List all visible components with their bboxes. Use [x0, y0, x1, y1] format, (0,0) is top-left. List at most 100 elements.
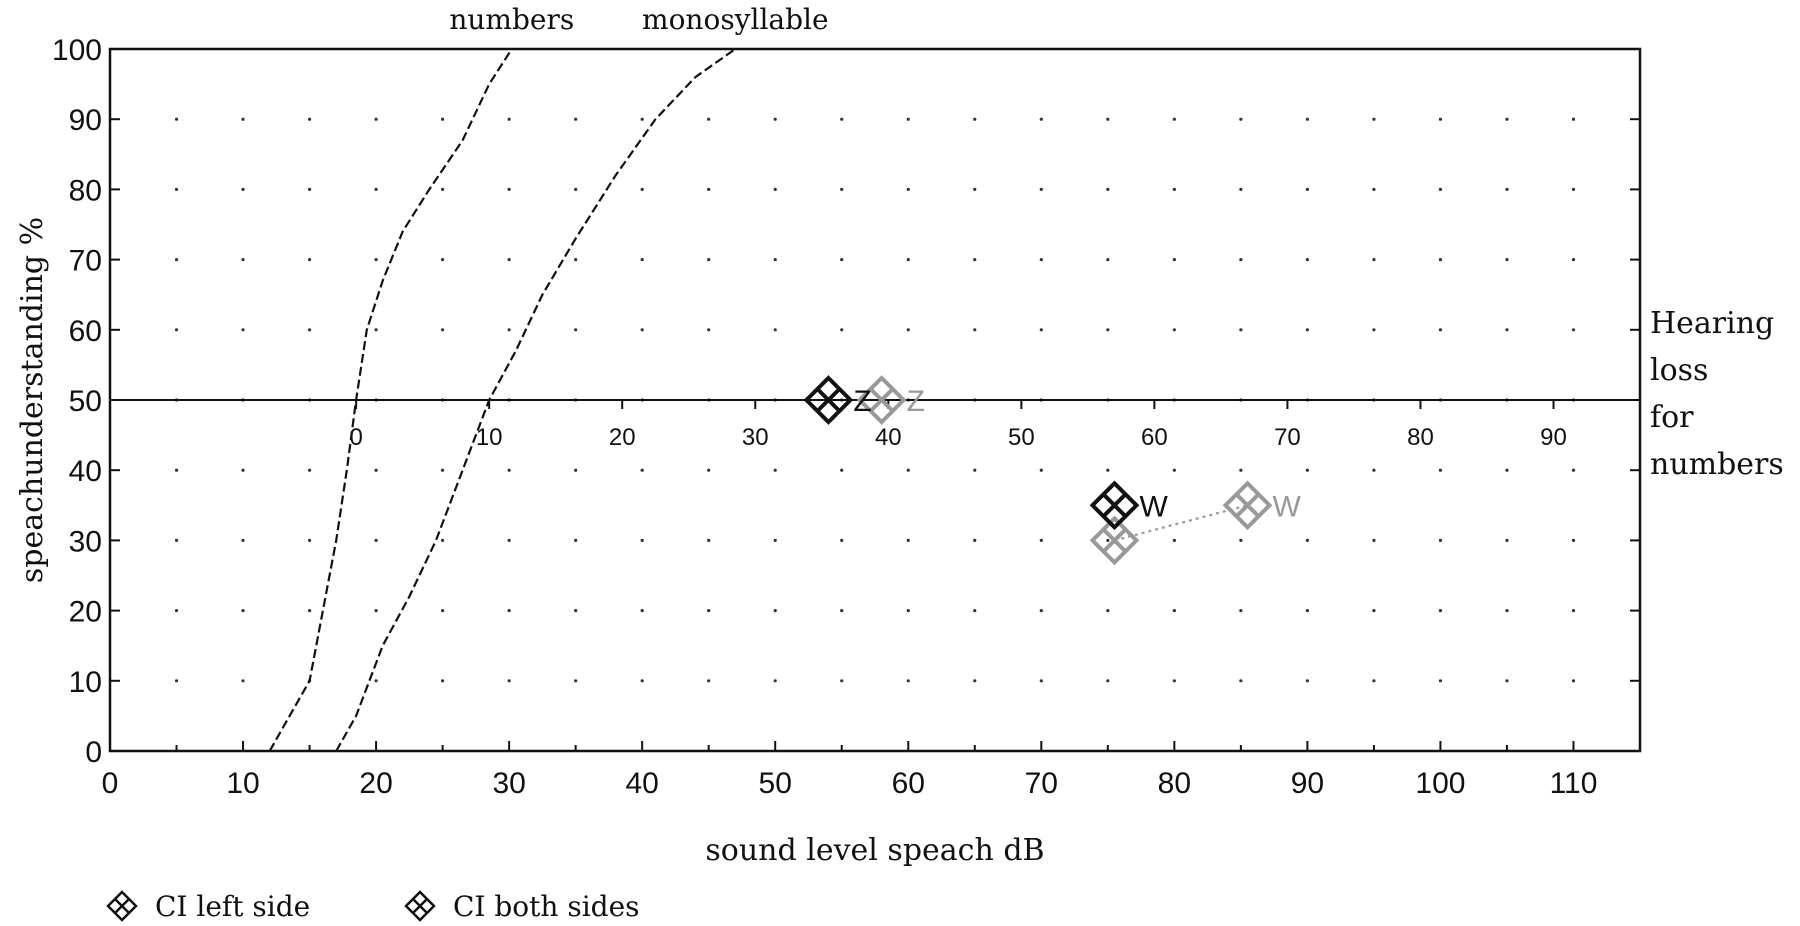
grid-dot — [441, 538, 445, 543]
grid-dot — [1571, 679, 1576, 683]
grid-dot — [241, 679, 245, 683]
y-tick-label: 20 — [69, 596, 102, 629]
grid-dot — [241, 187, 245, 191]
x-tick-label: 20 — [359, 767, 392, 800]
grid-dot — [1571, 328, 1576, 332]
grid-dot — [1106, 538, 1110, 543]
y-tick-label: 90 — [69, 104, 102, 137]
hearing-loss-tick-label: 40 — [875, 424, 902, 451]
x-tick-label: 90 — [1291, 767, 1324, 800]
grid-dot — [441, 328, 445, 332]
y-tick-label: 0 — [85, 736, 102, 769]
grid-dot — [1372, 679, 1376, 683]
grid-dot — [707, 679, 711, 683]
grid-dot — [1505, 328, 1509, 332]
grid-dot — [574, 538, 578, 543]
grid-dot — [1172, 117, 1176, 121]
grid-dot — [773, 609, 777, 613]
grid-dot — [1305, 187, 1309, 191]
grid-dot — [241, 328, 245, 332]
grid-dot — [174, 328, 179, 332]
grid-dot — [307, 468, 312, 472]
grid-dot — [1505, 609, 1509, 613]
grid-dot — [1172, 328, 1176, 332]
grid-dot — [1372, 609, 1376, 613]
hearing-loss-line: 0 10 20 30 40 50 60 70 80 90 — [110, 399, 1640, 451]
grid-dot — [840, 328, 844, 332]
x-tick-label: 80 — [1158, 767, 1191, 800]
y-tick-label: 40 — [69, 455, 102, 488]
grid-dot — [1372, 117, 1376, 121]
grid-dot — [374, 258, 378, 262]
grid-dot — [374, 328, 378, 332]
legend-item-ci-both: CI both sides — [404, 890, 640, 923]
grid-dot — [906, 538, 910, 543]
grid-dot — [307, 538, 312, 543]
x-tick-label: 50 — [759, 767, 792, 800]
hearing-loss-tick-label: 10 — [476, 424, 503, 451]
data-point-label: Z — [853, 385, 871, 418]
grid-dot — [574, 187, 578, 191]
grid-dot — [241, 468, 245, 472]
grid-dot — [906, 117, 910, 121]
legend-marker-icon — [106, 890, 138, 922]
grid-dot — [1039, 187, 1043, 191]
grid-dot — [840, 609, 844, 613]
hearing-loss-label-line: numbers — [1650, 447, 1784, 482]
grid-dot — [374, 468, 378, 472]
grid-dot — [973, 117, 977, 121]
grid-dot — [640, 187, 644, 191]
grid-dot — [973, 258, 977, 262]
grid-dot — [1239, 468, 1243, 472]
grid-dot — [1239, 609, 1243, 613]
grid-dot — [707, 468, 711, 472]
grid-dot — [1239, 679, 1243, 683]
grid-dot — [1106, 468, 1110, 472]
grid-dot — [374, 679, 378, 683]
hearing-loss-tick-label: 30 — [742, 424, 769, 451]
grid-dot — [1239, 538, 1243, 543]
grid-dot — [1239, 258, 1243, 262]
grid-dot — [773, 328, 777, 332]
grid-dot — [640, 609, 644, 613]
y-tick-label: 70 — [69, 245, 102, 278]
grid-dot — [241, 538, 245, 543]
grid-dot — [1106, 328, 1110, 332]
grid-dot — [707, 258, 711, 262]
grid-dot — [1239, 328, 1243, 332]
grid-dot — [1305, 258, 1309, 262]
grid-dot — [241, 258, 245, 262]
y-tick-label: 50 — [69, 385, 102, 418]
grid-dot — [1305, 538, 1309, 543]
grid-dot — [973, 609, 977, 613]
grid-dot — [840, 187, 844, 191]
grid-dot — [840, 679, 844, 683]
grid-dot — [374, 609, 378, 613]
grid-dot — [1172, 679, 1176, 683]
grid-dot — [773, 468, 777, 472]
y-tick-label: 60 — [69, 315, 102, 348]
grid-dot — [1172, 538, 1176, 543]
grid-dot — [374, 538, 378, 543]
y-tick-label: 30 — [69, 525, 102, 558]
hearing-loss-tick-label: 90 — [1540, 424, 1567, 451]
grid-dot — [1372, 258, 1376, 262]
data-point-label: W — [1139, 490, 1168, 523]
x-tick-label: 30 — [492, 767, 525, 800]
grid-dot — [441, 187, 445, 191]
legend-label: CI left side — [155, 890, 310, 923]
x-axis-label: sound level speach dB — [705, 833, 1044, 868]
series-connector — [1114, 504, 1248, 542]
grid-dot — [840, 117, 844, 121]
data-point-label: Z — [907, 385, 925, 418]
x-tick-label: 0 — [102, 767, 119, 800]
grid-dot — [1305, 328, 1309, 332]
grid-dot — [1305, 117, 1309, 121]
x-tick-label: 60 — [892, 767, 925, 800]
grid-dot — [773, 187, 777, 191]
grid-dot — [1039, 538, 1043, 543]
grid-dot — [174, 679, 179, 683]
